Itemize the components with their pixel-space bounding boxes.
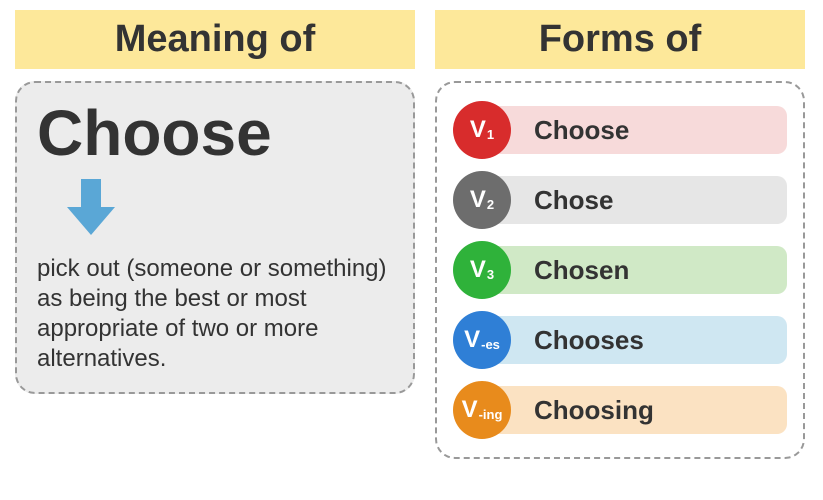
badge-sub: 2	[487, 197, 494, 212]
form-row: ChoosesV-es	[453, 311, 787, 369]
meaning-header: Meaning of	[15, 10, 415, 69]
forms-panel: Forms of ChooseV1ChoseV2ChosenV3ChoosesV…	[435, 10, 805, 490]
forms-header: Forms of	[435, 10, 805, 69]
form-row: ChooseV1	[453, 101, 787, 159]
meaning-definition: pick out (someone or something) as being…	[37, 254, 393, 374]
form-badge: V1	[453, 101, 511, 159]
form-word: Chose	[482, 176, 787, 224]
form-badge: V-es	[453, 311, 511, 369]
form-word: Chooses	[482, 316, 787, 364]
form-row: ChoseV2	[453, 171, 787, 229]
form-badge: V2	[453, 171, 511, 229]
form-row: ChosenV3	[453, 241, 787, 299]
form-badge: V3	[453, 241, 511, 299]
meaning-card: Choose pick out (someone or something) a…	[15, 81, 415, 394]
badge-sub: -es	[481, 337, 500, 352]
meaning-panel: Meaning of Choose pick out (someone or s…	[15, 10, 415, 490]
arrow-down-icon	[67, 179, 115, 235]
badge-main: V	[470, 116, 486, 144]
badge-main: V	[464, 326, 480, 354]
badge-main: V	[462, 396, 478, 424]
form-word: Chosen	[482, 246, 787, 294]
badge-main: V	[470, 186, 486, 214]
badge-sub: 3	[487, 267, 494, 282]
badge-sub: 1	[487, 127, 494, 142]
form-word: Choose	[482, 106, 787, 154]
meaning-word: Choose	[37, 101, 393, 165]
form-word: Choosing	[482, 386, 787, 434]
badge-sub: -ing	[479, 407, 503, 422]
form-badge: V-ing	[453, 381, 511, 439]
forms-card: ChooseV1ChoseV2ChosenV3ChoosesV-esChoosi…	[435, 81, 805, 459]
form-row: ChoosingV-ing	[453, 381, 787, 439]
badge-main: V	[470, 256, 486, 284]
